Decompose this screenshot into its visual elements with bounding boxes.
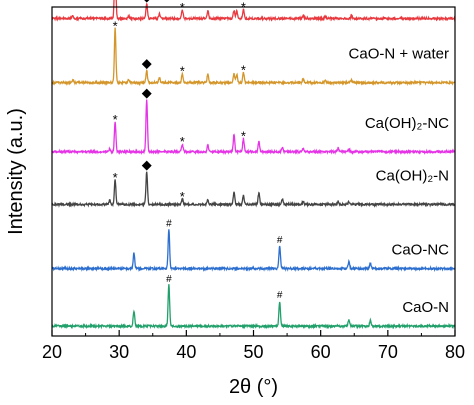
peak-marker-2-0: * (113, 112, 118, 127)
peak-marker-1-3: * (241, 62, 246, 77)
trace-2 (51, 99, 456, 156)
peak-marker-1-1: ◆ (142, 56, 152, 71)
x-tick-label-0: 20 (42, 342, 62, 362)
series-label-4: CaO-NC (391, 242, 449, 259)
series-traces (51, 0, 456, 330)
x-tick-label-3: 50 (243, 342, 263, 362)
peak-marker-2-2: * (180, 134, 185, 149)
series-label-3: Ca(OH)₂-N (376, 167, 449, 184)
series-label-2: Ca(OH)₂-NC (365, 115, 449, 132)
trace-1 (51, 27, 456, 87)
series-label-5: CaO-N (402, 299, 449, 316)
series-label-1: CaO-N + water (349, 46, 449, 63)
trace-5 (51, 284, 456, 330)
peak-marker-0-1: ◆ (142, 0, 152, 4)
trace-4 (51, 229, 456, 273)
peak-marker-3-1: ◆ (142, 157, 152, 172)
peak-marker-1-0: * (113, 18, 118, 33)
x-tick-label-2: 40 (176, 342, 196, 362)
x-axis-ticks: 20 30 40 50 60 70 80 (42, 330, 465, 362)
x-tick-label-5: 70 (378, 342, 398, 362)
peak-marker-1-2: * (180, 63, 185, 78)
y-axis-title: Intensity (a.u.) (5, 108, 27, 235)
peak-marker-3-2: * (180, 189, 185, 204)
peak-marker-3-0: * (113, 170, 118, 185)
x-axis-title: 2θ (°) (229, 376, 278, 398)
peak-marker-5-0: # (166, 274, 172, 285)
peak-marker-4-0: # (166, 218, 172, 229)
peak-marker-5-1: # (277, 290, 283, 301)
peak-marker-4-1: # (277, 235, 283, 246)
x-tick-label-4: 60 (311, 342, 331, 362)
series-labels: CaO-NC + waterCaO-N + waterCa(OH)₂-NCCa(… (349, 46, 450, 316)
trace-0 (51, 0, 456, 22)
peak-marker-2-1: ◆ (142, 85, 152, 100)
trace-3 (51, 171, 456, 208)
x-tick-label-6: 80 (445, 342, 465, 362)
x-tick-label-1: 30 (109, 342, 129, 362)
peak-marker-2-3: * (241, 129, 246, 144)
